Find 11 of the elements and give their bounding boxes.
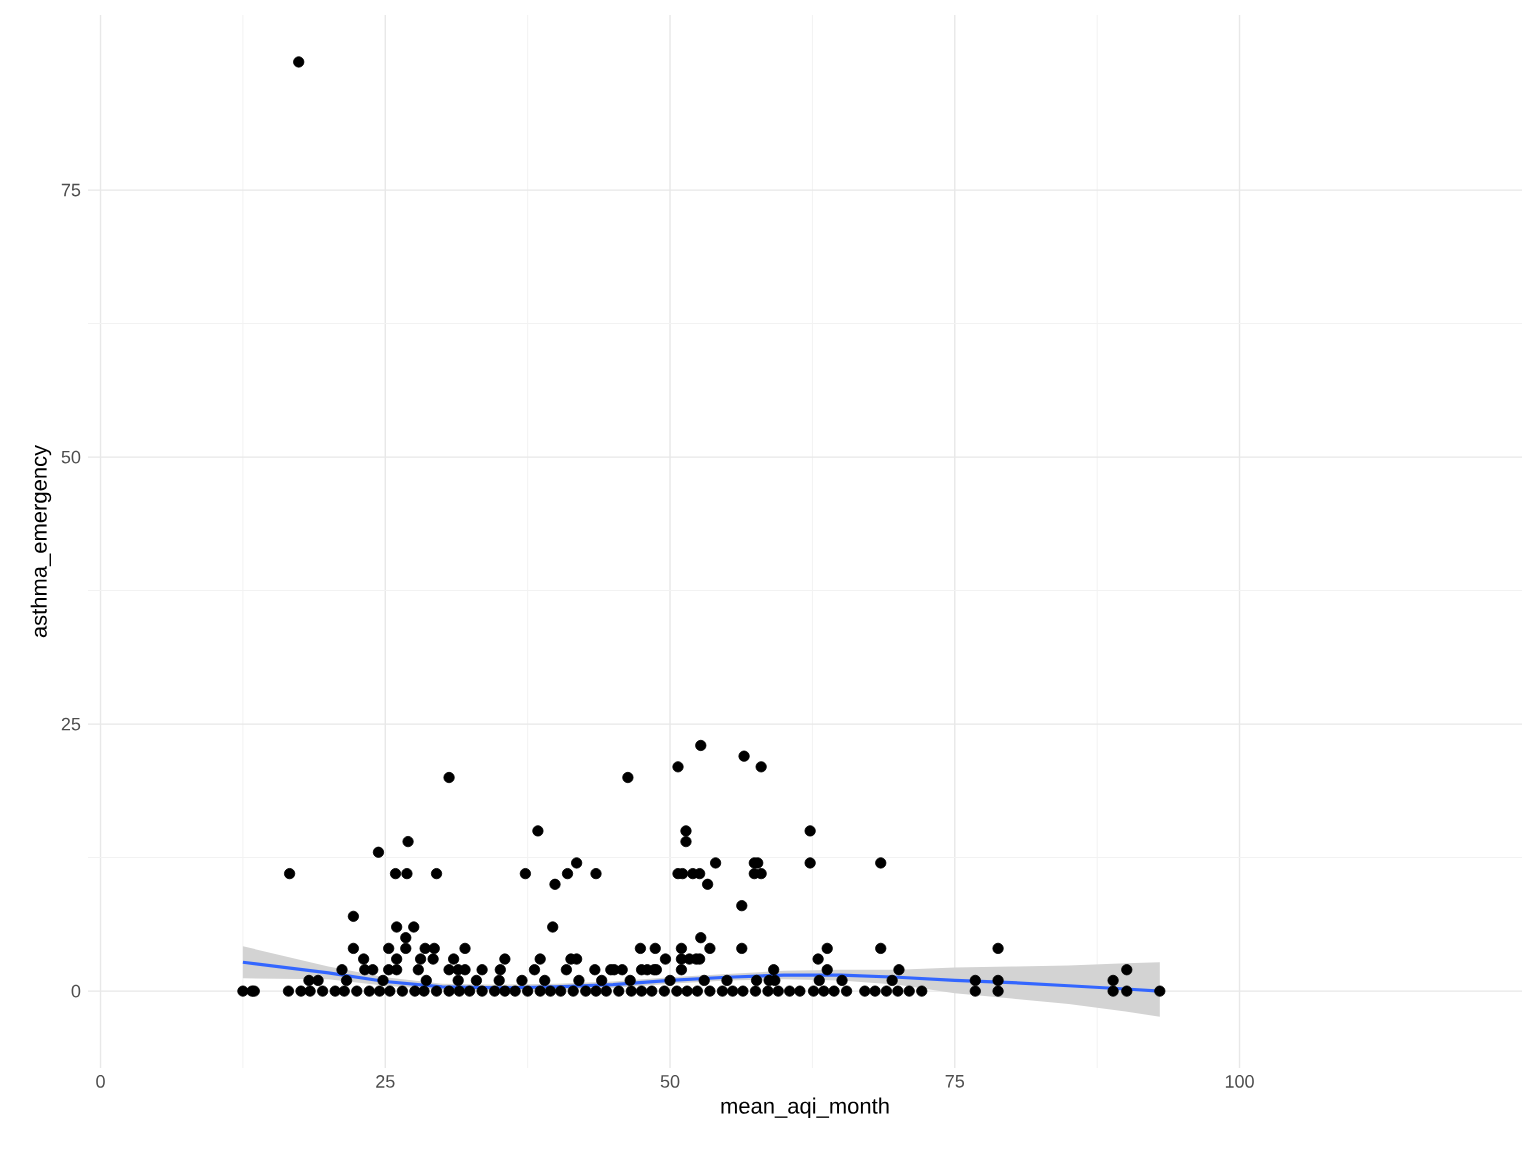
x-tick-label: 100 bbox=[1225, 1075, 1254, 1088]
y-tick-label: 0 bbox=[71, 984, 81, 998]
x-tick-label: 25 bbox=[376, 1075, 395, 1088]
y-tick-label: 25 bbox=[61, 717, 81, 731]
x-tick-label: 50 bbox=[660, 1075, 680, 1088]
y-tick-label: 75 bbox=[61, 183, 81, 197]
x-tick-label: 0 bbox=[96, 1075, 105, 1088]
x-tick-label: 75 bbox=[945, 1075, 965, 1088]
y-axis-title: asthma_emergency bbox=[30, 444, 52, 638]
y-tick-label: 50 bbox=[61, 450, 81, 464]
x-axis-title: mean_aqi_month bbox=[721, 1097, 889, 1119]
